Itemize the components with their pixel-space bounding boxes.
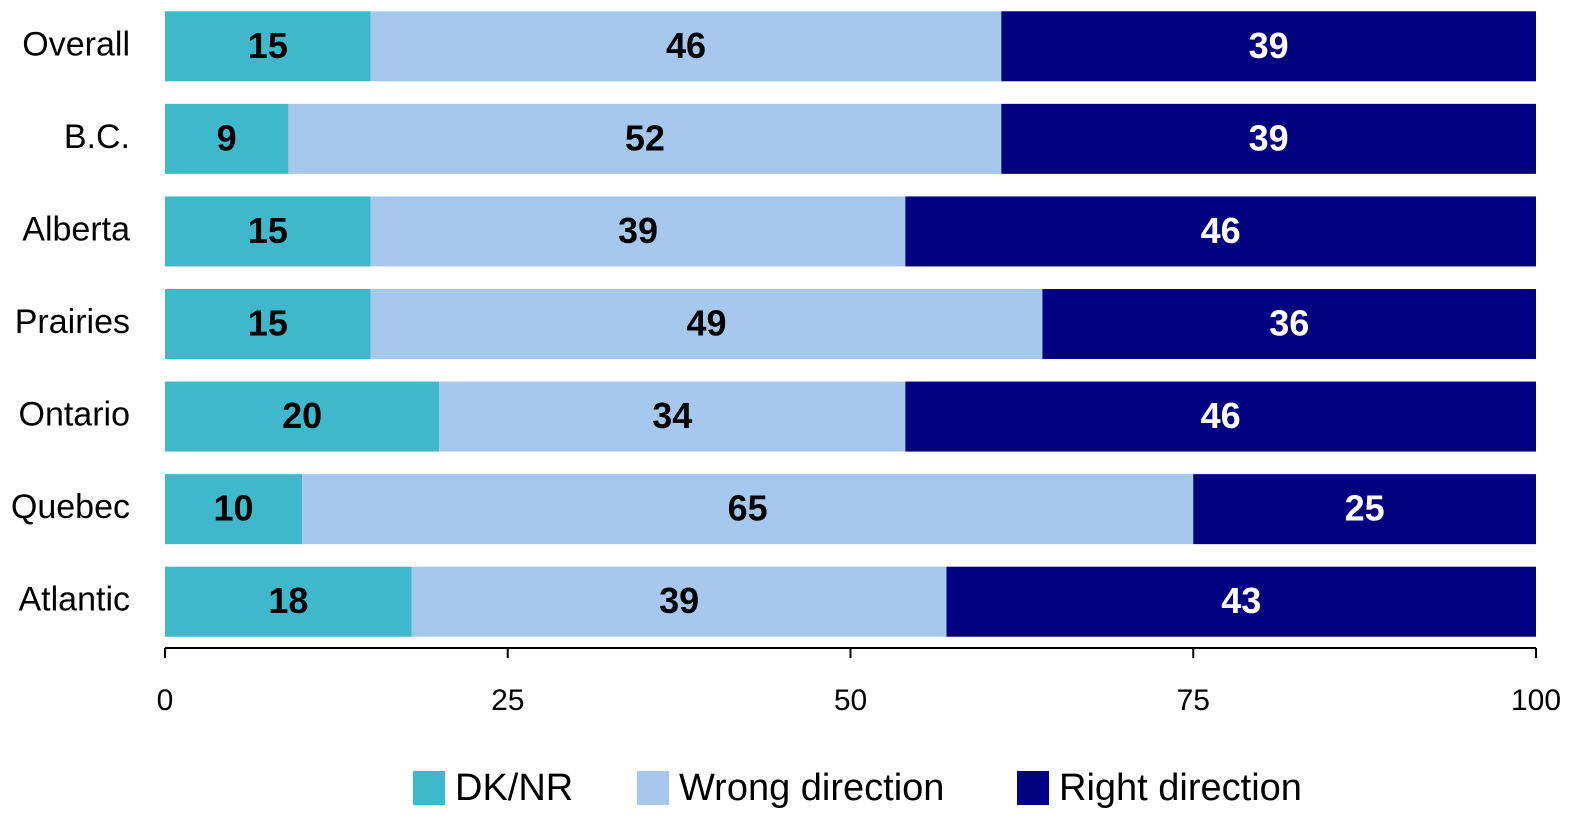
bar-segment — [165, 474, 303, 545]
legend-swatch — [413, 771, 445, 805]
category-label: B.C. — [64, 118, 130, 156]
bar-segment — [302, 474, 1194, 545]
legend-label: Right direction — [1059, 767, 1302, 809]
data-label: 46 — [1201, 210, 1241, 251]
bar-segment — [1001, 11, 1536, 82]
x-tick-label: 75 — [1177, 684, 1210, 717]
data-label: 65 — [728, 488, 768, 529]
data-label: 49 — [687, 303, 727, 344]
data-label: 39 — [618, 210, 658, 251]
bar-segment — [165, 103, 289, 174]
bar-segment — [370, 11, 1002, 82]
bar-segment — [1001, 103, 1536, 174]
category-label: Overall — [22, 25, 130, 63]
bar-segment — [1193, 474, 1536, 545]
legend-label: DK/NR — [455, 767, 573, 809]
data-label: 10 — [214, 488, 254, 529]
data-label: 39 — [1249, 117, 1289, 158]
data-label: 46 — [1201, 395, 1241, 436]
data-label: 15 — [248, 25, 288, 66]
category-label: Alberta — [22, 210, 130, 248]
bar-segment — [288, 103, 1002, 174]
bar-segment — [905, 381, 1536, 452]
bar-segment — [165, 566, 412, 637]
bar-segment — [370, 289, 1043, 359]
data-label: 25 — [1345, 488, 1385, 529]
bar-segment — [370, 196, 906, 267]
legend-swatch — [1017, 771, 1049, 805]
bar-segment — [165, 289, 371, 359]
data-label: 46 — [666, 25, 706, 66]
bar-segment — [411, 566, 947, 637]
legend-swatch — [637, 771, 669, 805]
data-label: 36 — [1269, 303, 1309, 344]
data-label: 52 — [625, 117, 665, 158]
category-label: Prairies — [15, 303, 130, 341]
data-label: 43 — [1221, 580, 1261, 621]
bar-segment — [946, 566, 1536, 637]
data-label: 18 — [268, 580, 308, 621]
data-label: 39 — [659, 580, 699, 621]
bar-segment — [1042, 289, 1536, 359]
category-label: Atlantic — [19, 581, 131, 619]
data-label: 34 — [652, 395, 692, 436]
data-label: 15 — [248, 303, 288, 344]
x-tick-label: 100 — [1511, 684, 1561, 717]
legend-label: Wrong direction — [679, 767, 944, 809]
data-label: 39 — [1249, 25, 1289, 66]
bar-segment — [905, 196, 1536, 267]
category-label: Ontario — [19, 396, 131, 434]
x-tick-label: 50 — [834, 684, 867, 717]
x-tick-label: 0 — [157, 684, 174, 717]
data-label: 20 — [282, 395, 322, 436]
data-label: 9 — [217, 117, 237, 158]
bar-segment — [439, 381, 906, 452]
data-label: 15 — [248, 210, 288, 251]
bar-segment — [165, 381, 440, 452]
bar-segment — [165, 11, 371, 82]
x-tick-label: 25 — [491, 684, 524, 717]
bar-segment — [165, 196, 371, 267]
category-label: Quebec — [11, 488, 130, 526]
